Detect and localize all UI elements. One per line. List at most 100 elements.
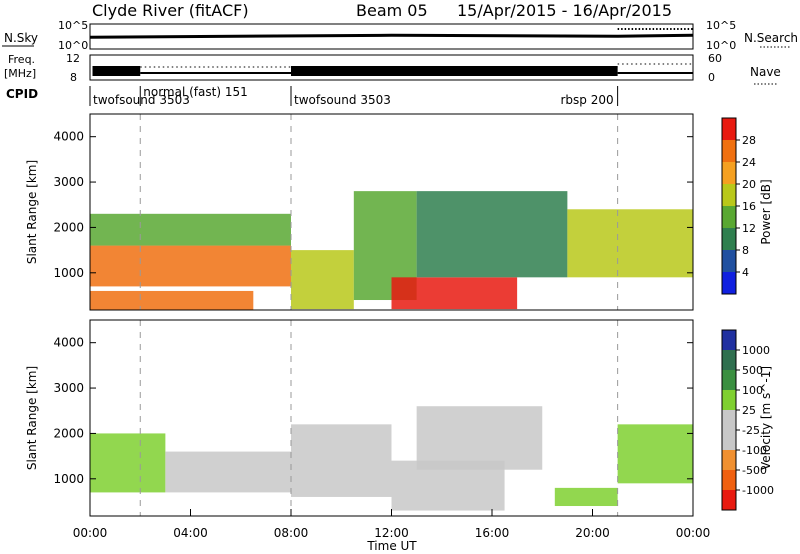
colorbar-tick-label: 12	[742, 222, 756, 235]
nsearch-label: N.Search	[744, 31, 798, 45]
freq-label-line1: Freq.	[8, 53, 35, 66]
colorbar-swatch	[722, 140, 736, 162]
nave-tick-high: 60	[708, 52, 722, 65]
x-axis-label: Time UT	[366, 539, 417, 553]
y-tick-label: 1000	[53, 472, 84, 486]
heatmap-cell	[567, 209, 693, 278]
velocity-y-axis-label: Slant Range [km]	[25, 366, 39, 470]
colorbar-tick-label: 20	[742, 178, 756, 191]
colorbar-tick-label: 4	[742, 266, 749, 279]
colorbar-tick-label: 500	[742, 364, 763, 377]
heatmap-cell	[291, 250, 354, 310]
nave-label: Nave	[750, 65, 781, 79]
freq-tick-low: 8	[70, 71, 77, 84]
colorbar-swatch	[722, 228, 736, 250]
x-tick-label: 00:00	[676, 526, 711, 540]
heatmap-cell	[90, 433, 166, 493]
colorbar-swatch	[722, 350, 736, 370]
y-tick-label: 1000	[53, 266, 84, 280]
power-colorbar-label: Power [dB]	[759, 179, 773, 244]
power-colorbar: 4 8 12 16 20 24 28	[721, 117, 756, 295]
power-y-ticks: 1000 2000 3000 4000	[53, 130, 693, 280]
freq-block	[92, 66, 141, 76]
nsky-trace	[89, 33, 694, 39]
noise-traces	[89, 28, 694, 39]
colorbar-swatch	[722, 450, 736, 470]
freq-traces	[92, 63, 693, 76]
colorbar-tick-label: -1000	[742, 484, 774, 497]
colorbar-tick-label: -100	[742, 444, 767, 457]
colorbar-swatch	[722, 250, 736, 272]
colorbar-tick-label: 8	[742, 244, 749, 257]
colorbar-tick-label: 1000	[742, 344, 770, 357]
colorbar-tick-label: 25	[742, 404, 756, 417]
colorbar-tick-label: 100	[742, 384, 763, 397]
colorbar-swatch	[722, 330, 736, 350]
colorbar-tick-label: -500	[742, 464, 767, 477]
colorbar-swatch	[722, 184, 736, 206]
y-tick-label: 3000	[53, 175, 84, 189]
y-tick-label: 3000	[53, 381, 84, 395]
colorbar-swatch	[722, 390, 736, 410]
colorbar-swatch	[722, 370, 736, 390]
cpid-segment-label: rbsp 200	[560, 93, 613, 107]
velocity-y-ticks: 1000 2000 3000 4000	[53, 336, 693, 486]
heatmap-cell	[554, 487, 618, 507]
cpid-segment-label: normal (fast) 151	[143, 85, 247, 99]
heatmap-cell	[416, 406, 543, 470]
freq-block	[291, 66, 618, 76]
heatmap-cell	[90, 245, 291, 287]
colorbar-swatch	[722, 162, 736, 184]
colorbar-swatch	[722, 118, 736, 140]
colorbar-swatch	[722, 272, 736, 294]
colorbar-swatch	[722, 490, 736, 510]
colorbar-tick-label: 24	[742, 156, 756, 169]
y-tick-label: 4000	[53, 336, 84, 350]
cpid-segment-label: twofsound 3503	[294, 93, 391, 107]
colorbar-swatch	[722, 470, 736, 490]
nsky-label: N.Sky	[4, 31, 38, 45]
nsearch-tick-high: 10^5	[706, 19, 736, 32]
nsky-tick-high: 10^5	[58, 19, 88, 32]
x-tick-label: 12:00	[374, 526, 409, 540]
nsky-tick-low: 10^0	[58, 39, 88, 52]
heatmap-cell	[617, 424, 693, 484]
power-y-axis-label: Slant Range [km]	[25, 160, 39, 264]
heatmap-cell	[391, 277, 518, 310]
x-tick-label: 04:00	[173, 526, 208, 540]
colorbar-tick-label: 16	[742, 200, 756, 213]
freq-label-line2: [MHz]	[4, 67, 36, 80]
heatmap-cell	[416, 191, 568, 278]
x-tick-label: 20:00	[575, 526, 610, 540]
heatmap-cell	[90, 213, 291, 246]
y-tick-label: 4000	[53, 130, 84, 144]
velocity-colorbar: -1000 -500 -100 -25 25 100 500 1000	[721, 329, 774, 511]
velocity-data	[90, 320, 693, 516]
x-tick-label: 00:00	[73, 526, 108, 540]
station-title: Clyde River (fitACF)	[92, 1, 249, 20]
heatmap-cell	[165, 451, 291, 493]
x-tick-label: 16:00	[475, 526, 510, 540]
y-tick-label: 2000	[53, 426, 84, 440]
power-data	[90, 114, 693, 310]
colorbar-swatch	[722, 410, 736, 430]
x-axis-ticks: 00:00 04:00 08:00 12:00 16:00 20:00 00:00	[73, 509, 711, 540]
y-tick-label: 2000	[53, 220, 84, 234]
power-panel-frame	[89, 113, 694, 311]
colorbar-swatch	[722, 206, 736, 228]
x-tick-label: 08:00	[274, 526, 309, 540]
colorbar-frame	[721, 329, 737, 511]
date-title: 15/Apr/2015 - 16/Apr/2015	[457, 1, 672, 20]
nave-tick-low: 0	[708, 71, 715, 84]
heatmap-cell	[291, 424, 392, 497]
velocity-colorbar-label: Velocity [m s^-1]	[759, 366, 773, 470]
freq-panel-frame	[89, 54, 694, 81]
colorbar-tick-label: 28	[742, 134, 756, 147]
colorbar-swatch	[722, 430, 736, 450]
cpid-segment-label: twofsound 3503	[93, 93, 190, 107]
nsearch-tick-low: 10^0	[706, 39, 736, 52]
colorbar-tick-label: -25	[742, 424, 760, 437]
freq-tick-high: 12	[66, 52, 80, 65]
